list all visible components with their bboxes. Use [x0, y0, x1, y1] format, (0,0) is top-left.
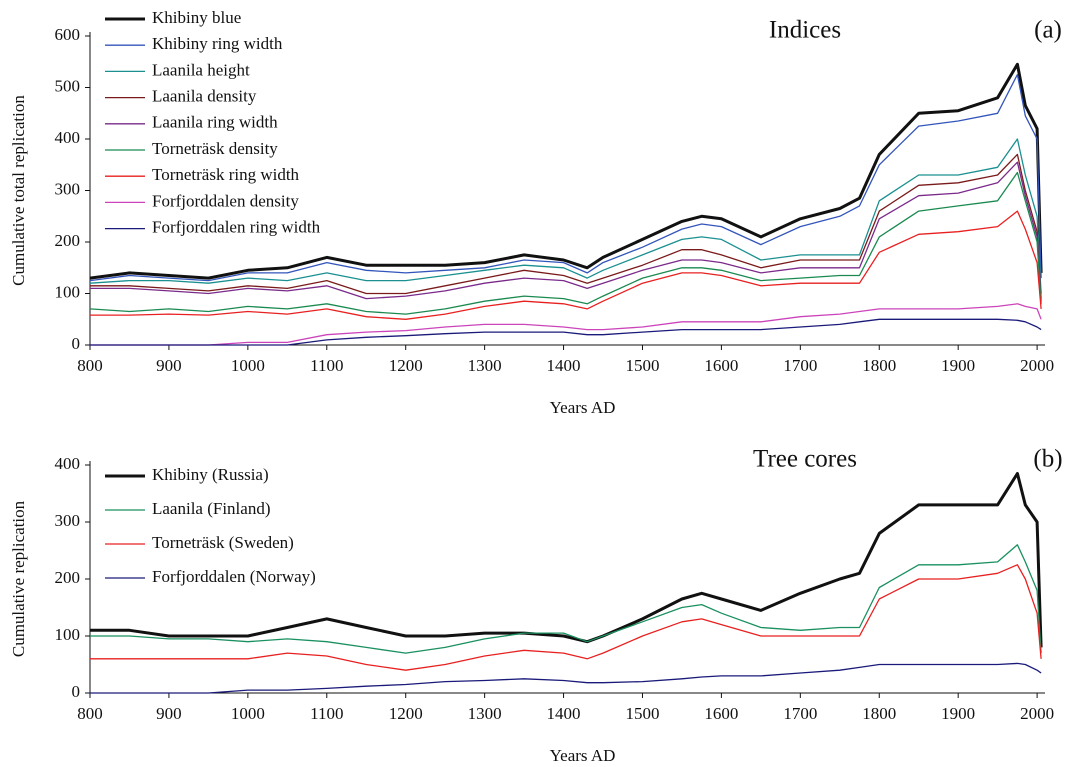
- legend-label: Torneträsk (Sweden): [152, 533, 294, 552]
- y-tick-label: 500: [55, 76, 81, 95]
- x-tick-label: 1100: [310, 356, 343, 375]
- legend-label: Laanila ring width: [152, 113, 278, 132]
- series-line: [90, 303, 1042, 346]
- x-tick-label: 1700: [783, 704, 817, 723]
- x-tick-label: 1300: [468, 704, 502, 723]
- series-line: [90, 662, 1042, 694]
- x-tick-label: 1200: [389, 704, 423, 723]
- x-tick-label: 1400: [547, 356, 581, 375]
- y-tick-label: 200: [55, 231, 81, 250]
- x-tick-label: 1500: [625, 356, 659, 375]
- y-tick-label: 300: [55, 511, 81, 530]
- x-tick-label: 1300: [468, 356, 502, 375]
- series-line: [90, 318, 1042, 346]
- chart-title: Tree cores: [753, 446, 857, 473]
- series-line: [90, 210, 1042, 320]
- y-tick-label: 400: [55, 128, 81, 147]
- series-line: [89, 138, 1042, 294]
- y-tick-label: 0: [72, 682, 81, 701]
- legend-label: Torneträsk density: [152, 139, 278, 158]
- y-axis-title: Cumulative total replication: [9, 95, 28, 286]
- legend-label: Torneträsk ring width: [152, 165, 300, 184]
- x-tick-label: 1600: [704, 356, 738, 375]
- x-tick-label: 1800: [862, 356, 896, 375]
- x-tick-label: 2000: [1020, 704, 1054, 723]
- legend-label: Laanila density: [152, 87, 257, 106]
- x-tick-label: 1000: [231, 356, 265, 375]
- x-tick-label: 1700: [783, 356, 817, 375]
- legend-label: Khibiny blue: [152, 8, 241, 27]
- panel-label: (b): [1033, 446, 1062, 473]
- y-tick-label: 100: [55, 625, 81, 644]
- series-line: [90, 161, 1042, 302]
- panel-label: (a): [1034, 17, 1062, 44]
- series-line: [89, 73, 1042, 282]
- series-line: [89, 171, 1042, 315]
- x-tick-label: 1200: [389, 356, 423, 375]
- x-tick-label: 900: [156, 704, 182, 723]
- y-tick-label: 100: [55, 282, 81, 301]
- x-tick-label: 800: [77, 356, 103, 375]
- x-tick-label: 800: [77, 704, 103, 723]
- series-line: [90, 544, 1042, 654]
- legend-label: Khibiny (Russia): [152, 465, 269, 484]
- x-tick-label: 1600: [704, 704, 738, 723]
- legend-label: Laanila height: [152, 60, 250, 79]
- y-tick-label: 200: [55, 568, 81, 587]
- y-tick-label: 600: [55, 25, 81, 44]
- legend-label: Khibiny ring width: [152, 34, 283, 53]
- x-tick-label: 1000: [231, 704, 265, 723]
- x-tick-label: 1500: [625, 704, 659, 723]
- x-tick-label: 1800: [862, 704, 896, 723]
- x-tick-label: 1900: [941, 356, 975, 375]
- x-axis-title: Years AD: [550, 746, 616, 765]
- y-axis-title: Cumulative replication: [9, 500, 28, 657]
- y-tick-label: 400: [55, 454, 81, 473]
- x-tick-label: 1100: [310, 704, 343, 723]
- series-line: [90, 564, 1042, 671]
- legend-label: Forfjorddalen density: [152, 191, 299, 210]
- series-line: [90, 472, 1043, 648]
- chart-title: Indices: [769, 17, 841, 44]
- x-axis-title: Years AD: [550, 398, 616, 417]
- series-line: [90, 153, 1042, 299]
- legend-label: Laanila (Finland): [152, 499, 271, 518]
- x-tick-label: 1900: [941, 704, 975, 723]
- y-tick-label: 0: [72, 334, 81, 353]
- series-line: [89, 62, 1043, 280]
- x-tick-label: 1400: [547, 704, 581, 723]
- x-tick-label: 900: [156, 356, 182, 375]
- legend-label: Forfjorddalen ring width: [152, 218, 321, 237]
- legend-label: Forfjorddalen (Norway): [152, 567, 316, 586]
- x-tick-label: 2000: [1020, 356, 1054, 375]
- y-tick-label: 300: [55, 179, 81, 198]
